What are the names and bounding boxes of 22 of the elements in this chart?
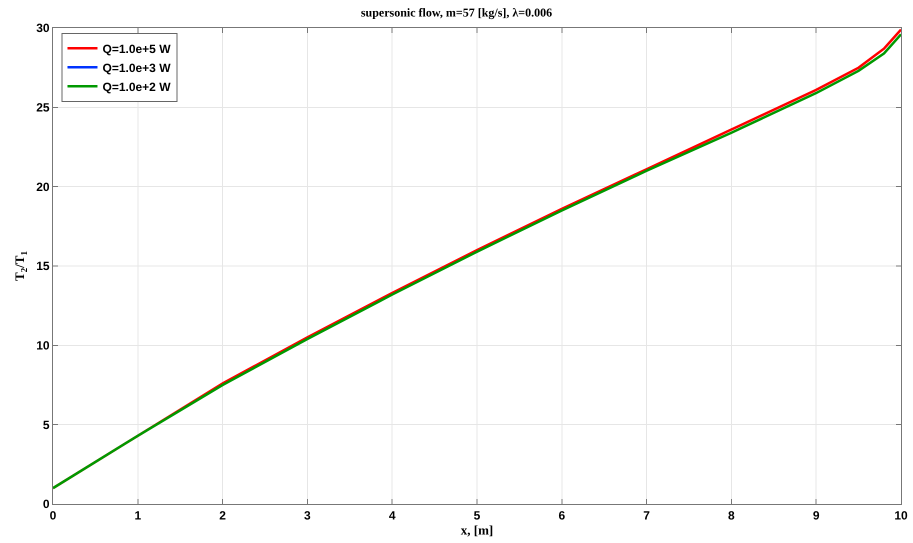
x-tick-label: 9	[812, 508, 820, 522]
y-tick-label: 15	[36, 259, 50, 274]
x-tick-label: 6	[558, 508, 566, 522]
y-tick-label: 30	[36, 21, 50, 36]
x-tick-label: 2	[219, 508, 226, 522]
x-tick-label: 8	[728, 508, 736, 522]
y-tick-label: 20	[36, 180, 50, 194]
y-tick-label: 25	[36, 100, 50, 115]
y-tick-label: 0	[42, 497, 50, 512]
x-tick-label: 5	[474, 508, 481, 522]
legend-label: Q=1.0e+3 W	[102, 60, 172, 75]
x-tick-label: 7	[643, 508, 650, 522]
legend-label: Q=1.0e+5 W	[102, 42, 172, 56]
chart-title: supersonic flow, m=57 [kg/s], λ=0.006	[360, 6, 552, 20]
y-tick-label: 5	[42, 418, 50, 432]
x-tick-label: 3	[304, 508, 312, 522]
x-tick-label: 4	[388, 508, 396, 522]
x-tick-label: 1	[134, 508, 142, 522]
x-tick-label: 10	[894, 508, 908, 522]
x-axis-title: x, [m]	[460, 522, 494, 538]
y-tick-label: 10	[36, 338, 50, 353]
legend-label: Q=1.0e+2 W	[102, 80, 172, 94]
